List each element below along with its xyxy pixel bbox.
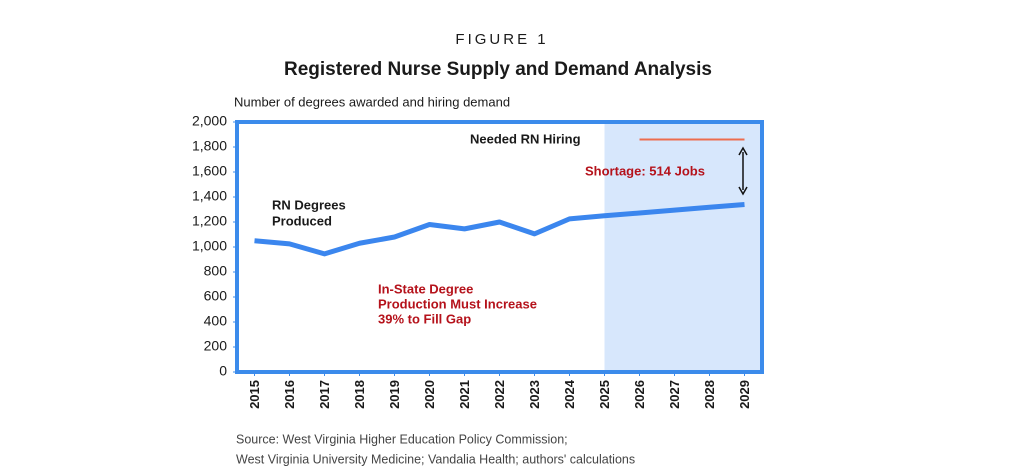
chart-title: Registered Nurse Supply and Demand Analy… — [284, 59, 712, 80]
x-tick-label: 2020 — [422, 380, 437, 409]
y-tick-label: 1,200 — [192, 213, 227, 229]
x-tick-label: 2015 — [247, 380, 262, 409]
y-tick-label: 2,000 — [192, 113, 227, 129]
x-tick-label: 2026 — [632, 380, 647, 409]
arrow-head — [738, 146, 748, 156]
arrow-head — [738, 186, 748, 196]
x-tick-label: 2027 — [667, 380, 682, 409]
y-tick-label: 1,400 — [192, 188, 227, 204]
annotation: In-State Degree — [378, 281, 473, 296]
y-axis-label: Number of degrees awarded and hiring dem… — [234, 94, 510, 109]
x-tick-label: 2016 — [282, 380, 297, 409]
x-tick-label: 2025 — [597, 380, 612, 409]
x-tick-label: 2022 — [492, 380, 507, 409]
x-tick-label: 2028 — [702, 380, 717, 409]
x-tick-label: 2023 — [527, 380, 542, 409]
series-label-line: Produced — [272, 213, 332, 228]
annotation: Shortage: 514 Jobs — [585, 163, 705, 178]
x-tick-label: 2019 — [387, 380, 402, 409]
source: Source: West Virginia Higher Education P… — [236, 432, 568, 446]
x-tick-label: 2021 — [457, 380, 472, 409]
y-tick-label: 200 — [204, 338, 228, 354]
annotation: 39% to Fill Gap — [378, 311, 471, 326]
y-tick-label: 400 — [204, 313, 228, 329]
x-tick-label: 2029 — [737, 380, 752, 409]
projection-shade — [604, 122, 762, 372]
chart-kicker: FIGURE 1 — [455, 31, 548, 48]
y-tick-label: 0 — [219, 363, 227, 379]
source: West Virginia University Medicine; Vanda… — [236, 452, 635, 466]
x-tick-label: 2018 — [352, 380, 367, 409]
y-tick-label: 1,800 — [192, 138, 227, 154]
plot-frame — [235, 120, 764, 374]
series-label-line: RN Degrees — [272, 197, 346, 212]
series-line — [254, 202, 745, 257]
x-tick-label: 2017 — [317, 380, 332, 409]
y-tick-label: 600 — [204, 288, 228, 304]
y-tick-label: 1,000 — [192, 238, 227, 254]
x-tick-label: 2024 — [562, 379, 577, 409]
y-tick-label: 800 — [204, 263, 228, 279]
y-tick-label: 1,600 — [192, 163, 227, 179]
series-label: Needed RN Hiring — [470, 131, 581, 146]
annotation: Production Must Increase — [378, 296, 537, 311]
